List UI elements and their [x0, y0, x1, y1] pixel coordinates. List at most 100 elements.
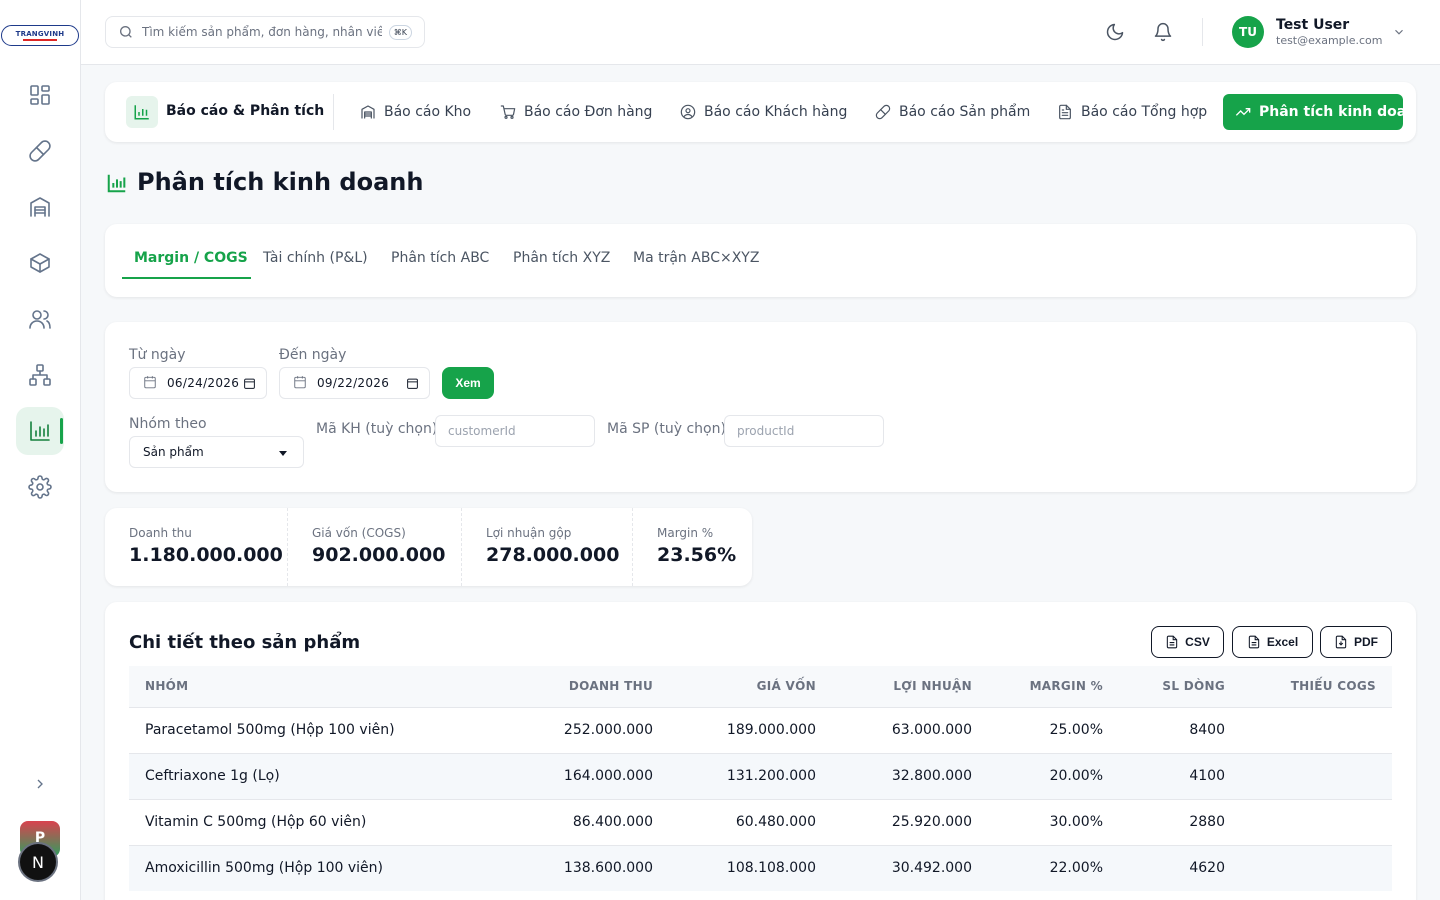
tab-abc-xyz-matrix[interactable]: Ma trận ABC×XYZ	[633, 250, 760, 266]
page-title-icon	[106, 172, 128, 198]
customer-id-input[interactable]	[435, 415, 595, 447]
tab-product-report[interactable]: Báo cáo Sản phẩm	[875, 102, 1030, 122]
table-cell: Ceftriaxone 1g (Lọ)	[145, 768, 280, 784]
logo-underline	[23, 39, 57, 41]
stat-label: Margin %	[657, 526, 714, 540]
calendar-icon	[294, 375, 306, 388]
date-picker-icon	[244, 378, 255, 389]
column-header[interactable]: THIẾU COGS	[1290, 679, 1376, 694]
table-cell: 20.00%	[1049, 768, 1103, 784]
user-badge-avatar[interactable]: N	[18, 842, 58, 882]
sidebar-item-inventory[interactable]	[16, 239, 64, 287]
chevron-down-icon	[1395, 29, 1403, 35]
user-menu-button[interactable]	[1392, 24, 1406, 43]
tab-warehouse-report[interactable]: Báo cáo Kho	[360, 102, 471, 122]
column-header[interactable]: GIÁ VỐN	[756, 679, 816, 694]
table-row[interactable]: Ceftriaxone 1g (Lọ) 164.000.000 131.200.…	[129, 753, 1392, 799]
sidebar: TRANGVINH P N	[0, 0, 81, 900]
column-header[interactable]: LỢI NHUẬN	[893, 679, 972, 694]
file-download-icon	[1335, 635, 1347, 649]
sidebar-collapse-button[interactable]	[28, 772, 52, 796]
box-icon	[30, 253, 50, 273]
view-button[interactable]: Xem	[442, 367, 494, 399]
group-by-label: Nhóm theo	[129, 416, 207, 432]
to-date-value: 09/22/2026	[317, 376, 390, 390]
export-pdf-button[interactable]: PDF	[1320, 626, 1392, 658]
export-excel-button[interactable]: Excel	[1232, 626, 1313, 658]
column-header[interactable]: MARGIN %	[1029, 679, 1103, 694]
table-cell: 4100	[1189, 768, 1225, 784]
table-cell: 25.920.000	[891, 814, 972, 830]
customer-id-label: Mã KH (tuỳ chọn)	[316, 421, 438, 437]
document-icon	[1059, 104, 1071, 120]
user-circle-icon	[680, 104, 696, 120]
table-row[interactable]: Vitamin C 500mg (Hộp 60 viên) 86.400.000…	[129, 799, 1392, 845]
tab-summary-report[interactable]: Báo cáo Tổng hợp	[1057, 102, 1207, 122]
table-cell: 4620	[1189, 860, 1225, 877]
export-label: CSV	[1185, 635, 1210, 649]
stat-divider	[632, 508, 633, 586]
search-input[interactable]	[142, 25, 382, 39]
table-cell: 164.000.000	[563, 768, 653, 784]
gear-icon	[28, 475, 52, 499]
margin-table: NHÓM DOANH THU GIÁ VỐN LỢI NHUẬN MARGIN …	[129, 666, 1392, 891]
export-csv-button[interactable]: CSV	[1151, 626, 1224, 658]
column-header[interactable]: SL DÒNG	[1162, 679, 1225, 694]
table-cell: 30.00%	[1049, 814, 1103, 830]
table-cell	[1241, 845, 1392, 891]
tab-margin-cogs[interactable]: Margin / COGS	[134, 250, 248, 266]
group-by-value: Sản phẩm	[143, 445, 204, 459]
table-cell: Vitamin C 500mg (Hộp 60 viên)	[145, 814, 367, 830]
table-cell: 2880	[1189, 814, 1225, 830]
product-id-input[interactable]	[724, 415, 884, 447]
sidebar-item-reports[interactable]	[16, 407, 64, 455]
tab-business-analysis[interactable]: Phân tích kinh doanh	[1223, 94, 1403, 130]
table-header-row: NHÓM DOANH THU GIÁ VỐN LỢI NHUẬN MARGIN …	[129, 666, 1392, 707]
table-cell: 8400	[1189, 722, 1225, 738]
column-header[interactable]: NHÓM	[145, 679, 189, 694]
report-brand-icon	[126, 96, 158, 128]
network-icon	[29, 364, 51, 386]
tab-label: Báo cáo Khách hàng	[704, 104, 848, 120]
table-cell: 138.600.000	[563, 860, 653, 877]
page-title: Phân tích kinh doanh	[137, 168, 424, 196]
export-label: Excel	[1266, 635, 1299, 649]
group-by-select[interactable]: Sản phẩm	[129, 436, 304, 468]
user-name[interactable]: Test User	[1276, 17, 1350, 33]
tab-pnl[interactable]: Tài chính (P&L)	[263, 250, 368, 266]
warehouse-icon	[361, 105, 375, 119]
tab-abc[interactable]: Phân tích ABC	[391, 250, 490, 266]
table-cell	[1241, 707, 1392, 753]
analysis-tabs: Margin / COGS Tài chính (P&L) Phân tích …	[105, 224, 1416, 297]
sidebar-item-customers[interactable]	[16, 295, 64, 343]
sidebar-item-warehouse[interactable]	[16, 183, 64, 231]
date-picker-icon	[407, 378, 418, 389]
brand-logo[interactable]: TRANGVINH	[1, 25, 79, 46]
table-row[interactable]: Amoxicillin 500mg (Hộp 100 viên) 138.600…	[129, 845, 1392, 891]
sidebar-item-settings[interactable]	[16, 463, 64, 511]
column-header[interactable]: DOANH THU	[568, 679, 653, 694]
theme-toggle-button[interactable]	[1103, 20, 1127, 44]
stat-divider	[461, 508, 462, 586]
tab-customer-report[interactable]: Báo cáo Khách hàng	[680, 102, 847, 122]
bar-chart-icon	[134, 105, 149, 120]
tab-order-report[interactable]: Báo cáo Đơn hàng	[500, 102, 652, 122]
sidebar-item-dashboard[interactable]	[16, 71, 64, 119]
bell-icon	[1154, 22, 1172, 42]
sidebar-item-products[interactable]	[16, 127, 64, 175]
tab-label: Báo cáo Đơn hàng	[524, 104, 653, 120]
search-box[interactable]: ⌘K	[105, 16, 425, 48]
logo-text: TRANGVINH	[15, 30, 65, 38]
sidebar-item-organization[interactable]	[16, 351, 64, 399]
table-row[interactable]: Paracetamol 500mg (Hộp 100 viên) 252.000…	[129, 707, 1392, 753]
to-date-input[interactable]: 09/22/2026	[279, 367, 430, 399]
from-date-value: 06/24/2026	[167, 376, 240, 390]
header-divider	[1202, 18, 1203, 46]
table-cell: Paracetamol 500mg (Hộp 100 viên)	[145, 722, 395, 738]
from-date-input[interactable]: 06/24/2026	[129, 367, 267, 399]
user-avatar[interactable]: TU	[1232, 16, 1264, 48]
table-cell: 60.480.000	[735, 814, 816, 830]
notifications-button[interactable]	[1151, 20, 1175, 44]
table-cell	[1241, 753, 1392, 799]
tab-xyz[interactable]: Phân tích XYZ	[513, 250, 611, 266]
